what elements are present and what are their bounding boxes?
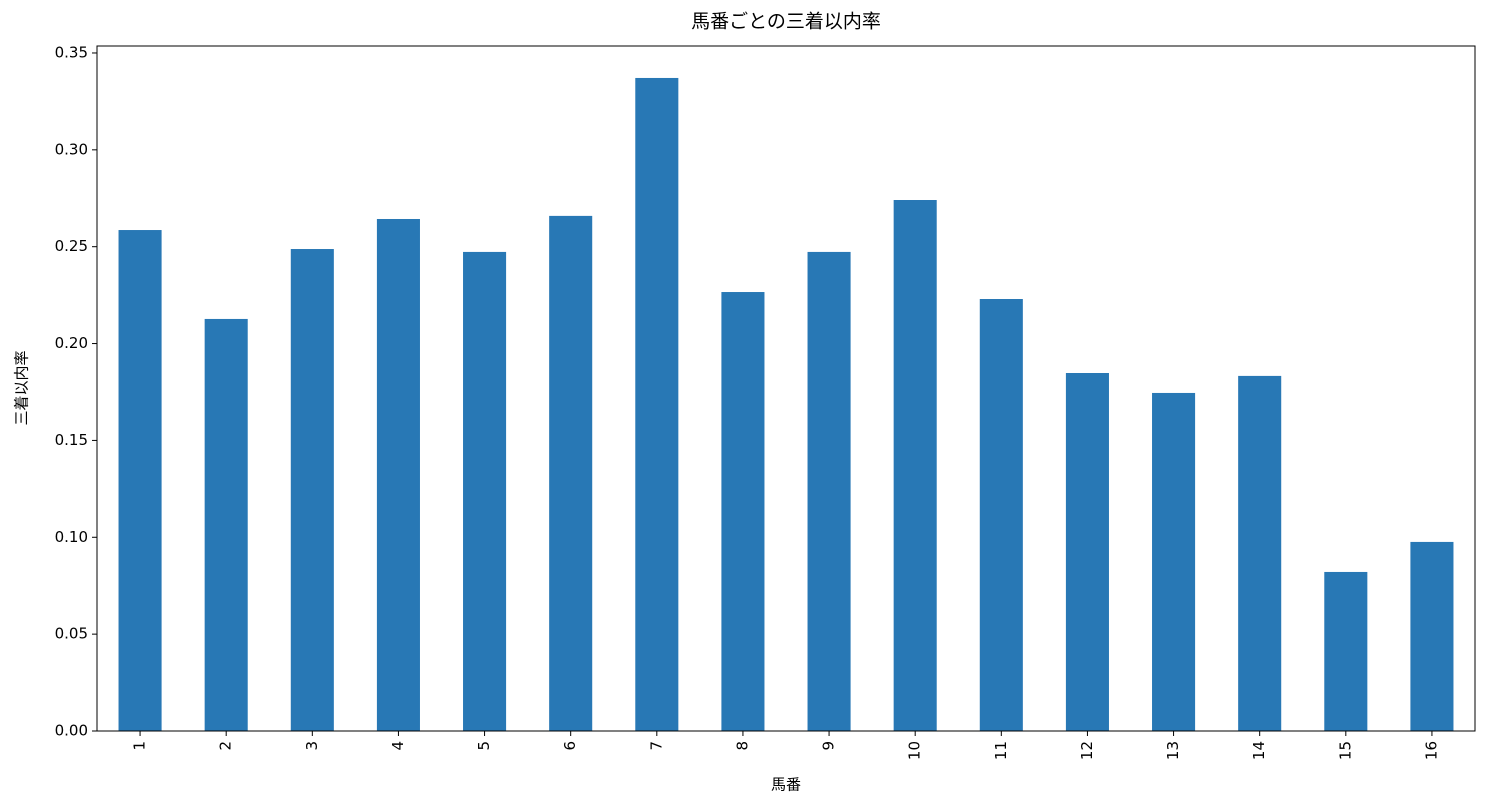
y-tick-label: 0.15 (55, 431, 88, 449)
plot-frame (96, 45, 1476, 732)
x-tick-label: 15 (1336, 741, 1354, 760)
bar (376, 218, 420, 731)
x-tick-label: 10 (906, 741, 924, 760)
bar (1410, 541, 1454, 731)
y-tick-label: 0.10 (55, 528, 88, 546)
bar (204, 318, 248, 731)
x-tick-label: 1 (131, 741, 149, 751)
y-axis-label: 三着以内率 (13, 350, 31, 425)
x-tick-label: 16 (1422, 741, 1440, 760)
bar (1238, 375, 1282, 731)
bar (1152, 392, 1196, 731)
x-tick-label: 6 (561, 741, 579, 751)
x-axis-label: 馬番 (771, 776, 801, 794)
x-tick-label: 13 (1164, 741, 1182, 760)
bar (721, 292, 765, 731)
bar (1324, 571, 1368, 731)
x-tick-label: 11 (992, 741, 1010, 760)
y-tick-label: 0.30 (55, 140, 88, 158)
x-tick-label: 9 (820, 741, 838, 751)
bar (549, 215, 593, 732)
x-tick-label: 7 (647, 741, 665, 751)
y-tick-label: 0.05 (55, 625, 88, 643)
chart-title: 馬番ごとの三着以内率 (691, 11, 881, 33)
y-tick-label: 0.20 (55, 334, 88, 352)
bar (118, 230, 162, 731)
x-tick-label: 4 (389, 741, 407, 751)
bar (635, 77, 679, 731)
x-tick-label: 8 (733, 741, 751, 751)
bar (979, 299, 1023, 731)
x-tick-label: 12 (1078, 741, 1096, 760)
bar (1065, 373, 1109, 731)
x-tick-label: 2 (217, 741, 235, 751)
x-tick-label: 3 (303, 741, 321, 751)
y-tick-label: 0.00 (55, 722, 88, 740)
y-tick-label: 0.25 (55, 237, 88, 255)
x-tick-label: 14 (1250, 741, 1268, 760)
bar (463, 251, 507, 731)
x-tick-label: 5 (475, 741, 493, 751)
bar (893, 200, 937, 731)
y-tick-label: 0.35 (55, 43, 88, 61)
bar (807, 251, 851, 731)
bar (290, 249, 334, 731)
